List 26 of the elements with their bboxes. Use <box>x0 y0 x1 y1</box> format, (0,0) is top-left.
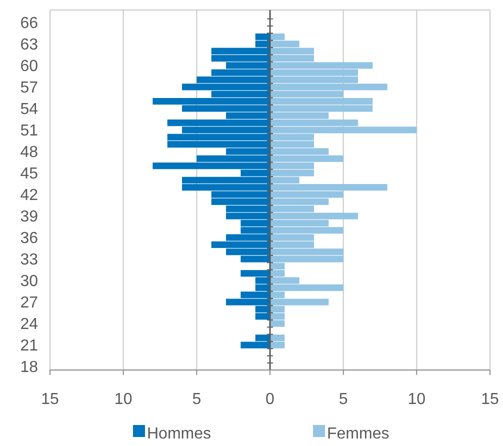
y-tick-label: 33 <box>20 252 38 269</box>
x-tick-label: 10 <box>114 391 132 408</box>
y-tick-label: 48 <box>20 144 38 162</box>
legend-label: Femmes <box>327 426 390 443</box>
x-tick-label: 15 <box>481 391 499 408</box>
y-tick-label: 36 <box>20 230 38 248</box>
y-tick-label: 39 <box>20 208 38 226</box>
x-tick-label: 10 <box>408 391 426 408</box>
legend-label: Hommes <box>147 426 212 443</box>
x-tick-label: 15 <box>41 391 59 408</box>
y-tick-label: 54 <box>20 101 38 118</box>
y-tick-label: 18 <box>20 359 38 376</box>
x-tick-label: 5 <box>192 391 202 408</box>
x-tick-label: 5 <box>338 391 348 408</box>
y-tick-label: 30 <box>20 273 38 290</box>
y-tick-label: 24 <box>20 316 38 334</box>
y-tick-label: 63 <box>20 36 38 54</box>
y-tick-label: 27 <box>20 294 38 312</box>
y-tick-label: 57 <box>20 80 38 97</box>
y-tick-label: 42 <box>20 187 38 204</box>
y-tick-label: 66 <box>20 15 38 32</box>
y-tick-label: 21 <box>20 338 38 355</box>
x-tick-label: 0 <box>266 391 275 408</box>
y-tick-label: 60 <box>20 58 38 76</box>
y-tick-label: 45 <box>20 166 38 183</box>
y-tick-label: 51 <box>20 122 38 140</box>
